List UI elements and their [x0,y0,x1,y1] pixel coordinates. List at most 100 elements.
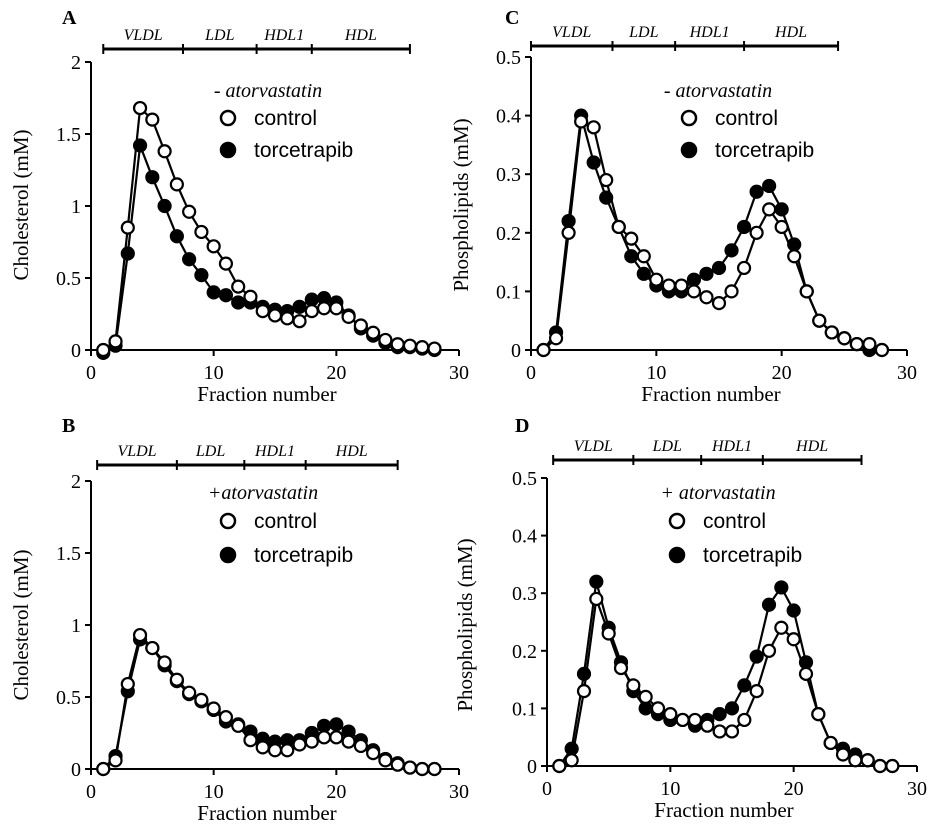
y-tick-label: 0 [71,340,81,362]
data-point-control [837,331,852,346]
data-point-control [96,761,111,777]
fraction-label-hdl: HDL [335,443,368,460]
data-point-control [874,342,890,358]
data-point-control [761,643,777,658]
data-point-torcetrapib [638,701,653,716]
data-point-control [687,712,703,728]
data-point-control [574,114,589,129]
data-point-control [243,733,258,748]
fraction-label-vldl: VLDL [124,27,163,44]
data-point-control [120,676,135,692]
data-point-control [824,325,839,340]
data-point-control [218,710,234,725]
y-tick-label: 1.5 [56,124,81,146]
data-point-control [182,685,197,700]
x-axis-title: Fraction number [654,798,793,822]
fraction-label-hdl: HDL [774,24,807,41]
data-point-control [872,758,888,774]
x-tick-label: 10 [204,362,224,384]
legend-label-control: control [703,510,766,533]
y-tick-label: 2 [71,471,81,493]
data-point-torcetrapib [157,198,172,214]
y-tick-label: 0.2 [512,641,537,663]
data-point-control [280,743,295,758]
legend-marker-torcetrapib [668,546,686,564]
y-axis-title: Cholesterol (mM) [9,549,33,700]
data-point-torcetrapib [787,237,802,252]
data-point-control [638,689,653,704]
data-point-control [218,256,234,271]
fraction-label-vldl: VLDL [574,438,613,455]
data-point-control [548,331,564,346]
data-point-torcetrapib [561,213,576,229]
data-point-torcetrapib [737,678,752,693]
x-tick-label: 10 [660,778,680,800]
data-point-torcetrapib [749,184,764,199]
fraction-label-hdl1: HDL1 [263,27,304,44]
data-point-control [849,337,864,352]
data-point-torcetrapib [589,574,604,589]
data-point-control [255,304,270,319]
x-tick-label: 20 [784,778,804,800]
data-point-torcetrapib [145,170,160,185]
data-point-control [885,758,900,774]
data-point-control [292,314,307,329]
fraction-label-ldl: LDL [195,443,225,460]
data-point-control [341,309,356,324]
y-tick-label: 1.5 [56,543,81,565]
data-point-control [169,177,184,192]
data-point-torcetrapib [774,580,789,595]
x-axis-title: Fraction number [197,801,336,825]
y-axis-title: Phospholipids (mM) [449,118,473,291]
panel-letter: D [515,415,529,437]
data-point-control [415,761,430,777]
data-point-control [353,738,368,754]
data-point-control [402,338,418,353]
fraction-label-ldl: LDL [628,24,658,41]
data-point-control [712,724,727,739]
data-point-torcetrapib [292,299,307,314]
data-point-control [267,308,283,323]
data-point-control [329,730,344,745]
data-point-torcetrapib [132,138,148,153]
data-point-control [96,342,111,358]
data-point-control [132,627,148,643]
data-point-control [108,753,123,768]
data-point-control [675,712,690,728]
data-point-control [724,284,739,299]
y-tick-label: 0.4 [512,526,537,548]
legend-marker-torcetrapib [680,141,698,159]
data-point-control [787,249,802,264]
data-point-control [145,112,160,127]
data-point-control [737,712,752,728]
data-point-control [353,318,368,333]
x-tick-label: 20 [326,362,346,384]
data-point-control [366,746,381,761]
data-point-torcetrapib [761,597,777,612]
data-point-control [624,231,639,246]
data-point-control [255,740,270,755]
data-point-control [561,225,576,240]
data-point-torcetrapib [564,741,579,756]
data-point-control [206,701,221,716]
data-point-control [132,100,148,116]
data-point-control [390,757,405,772]
data-point-control [674,278,689,293]
data-point-torcetrapib [774,202,789,217]
legend-label-torcetrapib: torcetrapib [254,544,353,567]
data-point-control [586,120,601,135]
condition-label: - atorvastatin [214,80,322,102]
fraction-label-hdl1: HDL1 [254,443,295,460]
data-point-control [329,301,344,316]
data-point-control [231,279,246,294]
y-tick-label: 0.5 [512,468,537,490]
data-point-control [762,202,777,217]
data-point-control [157,655,172,670]
data-point-control [194,692,209,707]
data-point-control [699,290,714,305]
data-point-control [599,172,614,188]
x-tick-label: 30 [897,362,917,384]
fraction-label-hdl: HDL [344,27,377,44]
